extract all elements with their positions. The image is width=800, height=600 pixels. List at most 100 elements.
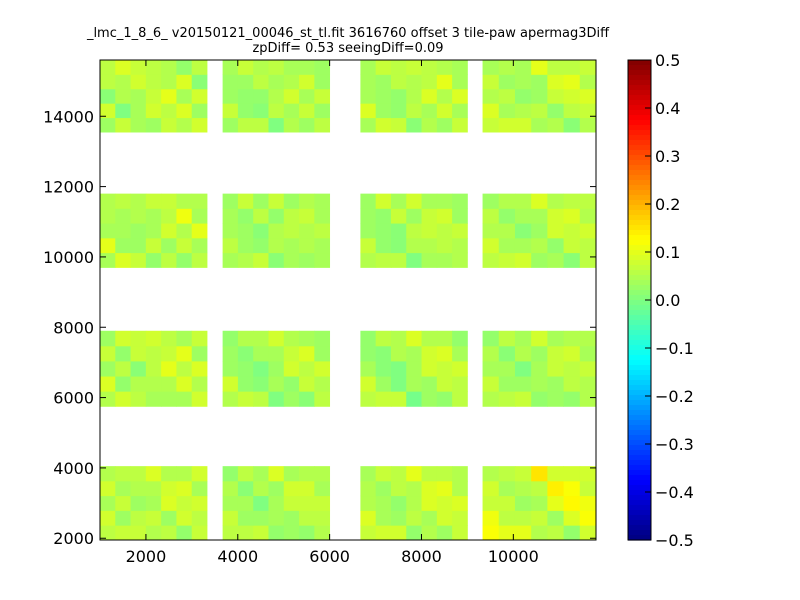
heatmap-cell <box>482 345 500 362</box>
heatmap-cell <box>130 495 147 511</box>
heatmap-cell <box>176 193 193 209</box>
heatmap-cell <box>482 361 500 377</box>
heatmap-cell <box>100 252 116 268</box>
heatmap-cell <box>145 223 162 239</box>
heatmap-cell <box>514 103 532 119</box>
heatmap-cell <box>115 103 131 119</box>
heatmap-cell <box>563 103 581 119</box>
heatmap-cell <box>253 495 269 511</box>
heatmap-cell <box>360 60 377 75</box>
heatmap-cell <box>145 480 162 497</box>
heatmap-cell <box>452 391 468 407</box>
heatmap-cell <box>452 103 468 119</box>
heatmap-cell <box>176 74 193 90</box>
colorbar-segment <box>628 520 651 526</box>
heatmap-cell <box>268 495 285 511</box>
heatmap-cell <box>299 237 315 254</box>
colorbar-segment <box>628 130 651 136</box>
heatmap-cell <box>579 480 597 497</box>
heatmap-cell <box>375 345 392 362</box>
plot-area-frame <box>99 59 597 541</box>
heatmap-cell <box>100 330 116 347</box>
heatmap-cell <box>314 208 331 224</box>
heatmap-cell <box>100 193 116 209</box>
heatmap-cell <box>161 88 177 104</box>
heatmap-cell <box>115 88 131 104</box>
colorbar-segment <box>628 480 651 486</box>
heatmap-cell <box>498 237 516 254</box>
heatmap-cell <box>253 525 269 541</box>
heatmap-cell <box>161 345 177 362</box>
colorbar-segment <box>628 415 651 421</box>
x-tick-label: 10000 <box>488 547 539 566</box>
chart-subtitle: zpDiff= 0.53 seeingDiff=0.09 <box>252 41 443 56</box>
colorbar-segment <box>628 180 651 186</box>
heatmap-cell <box>498 193 516 209</box>
heatmap-cell <box>100 88 116 104</box>
heatmap-cell <box>161 525 177 541</box>
heatmap-cell <box>253 510 269 526</box>
heatmap-cell <box>176 60 193 75</box>
heatmap-cell <box>145 208 162 224</box>
colorbar-segment <box>628 435 651 441</box>
colorbar-segment <box>628 395 651 401</box>
heatmap-cell <box>130 466 147 482</box>
heatmap-cell <box>176 495 193 511</box>
heatmap-cell <box>531 361 548 377</box>
heatmap-cell <box>145 330 162 347</box>
x-tick-label: 2000 <box>126 547 167 566</box>
colorbar-tick-label: −0.3 <box>655 435 694 454</box>
heatmap-cell <box>452 361 468 377</box>
heatmap-cell <box>375 525 392 541</box>
heatmap-cell <box>161 117 177 133</box>
heatmap-cell <box>145 466 162 482</box>
heatmap-cell <box>100 391 116 407</box>
heatmap-cell <box>498 60 516 75</box>
heatmap-cell <box>563 466 581 482</box>
heatmap-cell <box>563 252 581 268</box>
colorbar-tick-label: 0.3 <box>655 147 680 166</box>
heatmap-cell <box>161 361 177 377</box>
heatmap-cell <box>360 117 377 133</box>
heatmap-cell <box>145 117 162 133</box>
heatmap-cell <box>100 495 116 511</box>
colorbar-segment <box>628 220 651 226</box>
colorbar-segment <box>628 310 651 316</box>
heatmap-cell <box>237 510 254 526</box>
heatmap-cell <box>547 391 564 407</box>
heatmap-cell <box>100 103 116 119</box>
colorbar-segment <box>628 355 651 361</box>
heatmap-cell <box>498 391 516 407</box>
heatmap-cell <box>145 345 162 362</box>
heatmap-cell <box>145 88 162 104</box>
heatmap-cell <box>115 74 131 90</box>
heatmap-cell <box>222 466 239 482</box>
heatmap-cell <box>130 223 147 239</box>
heatmap-cell <box>222 103 239 119</box>
heatmap-cell <box>421 237 438 254</box>
heatmap-cell <box>547 495 564 511</box>
heatmap-cell <box>299 510 315 526</box>
colorbar-segment <box>628 505 651 511</box>
heatmap-cell <box>145 237 162 254</box>
heatmap-cell <box>360 223 377 239</box>
heatmap-cell <box>579 60 597 75</box>
y-tick-label: 12000 <box>43 178 94 197</box>
heatmap-cell <box>531 330 548 347</box>
heatmap-cell <box>283 510 300 526</box>
heatmap-cell <box>452 193 468 209</box>
heatmap-cell <box>482 60 500 75</box>
heatmap-cell <box>514 60 532 75</box>
heatmap-cell <box>482 391 500 407</box>
colorbar-tick-label: −0.4 <box>655 483 694 502</box>
heatmap-cell <box>421 208 438 224</box>
colorbar-segment <box>628 335 651 341</box>
colorbar-segment <box>628 285 651 291</box>
heatmap-cell <box>421 252 438 268</box>
heatmap-cell <box>268 223 285 239</box>
heatmap-cell <box>563 510 581 526</box>
heatmap-cell <box>563 88 581 104</box>
heatmap-cell <box>563 60 581 75</box>
heatmap-cell <box>268 480 285 497</box>
heatmap-cell <box>145 60 162 75</box>
